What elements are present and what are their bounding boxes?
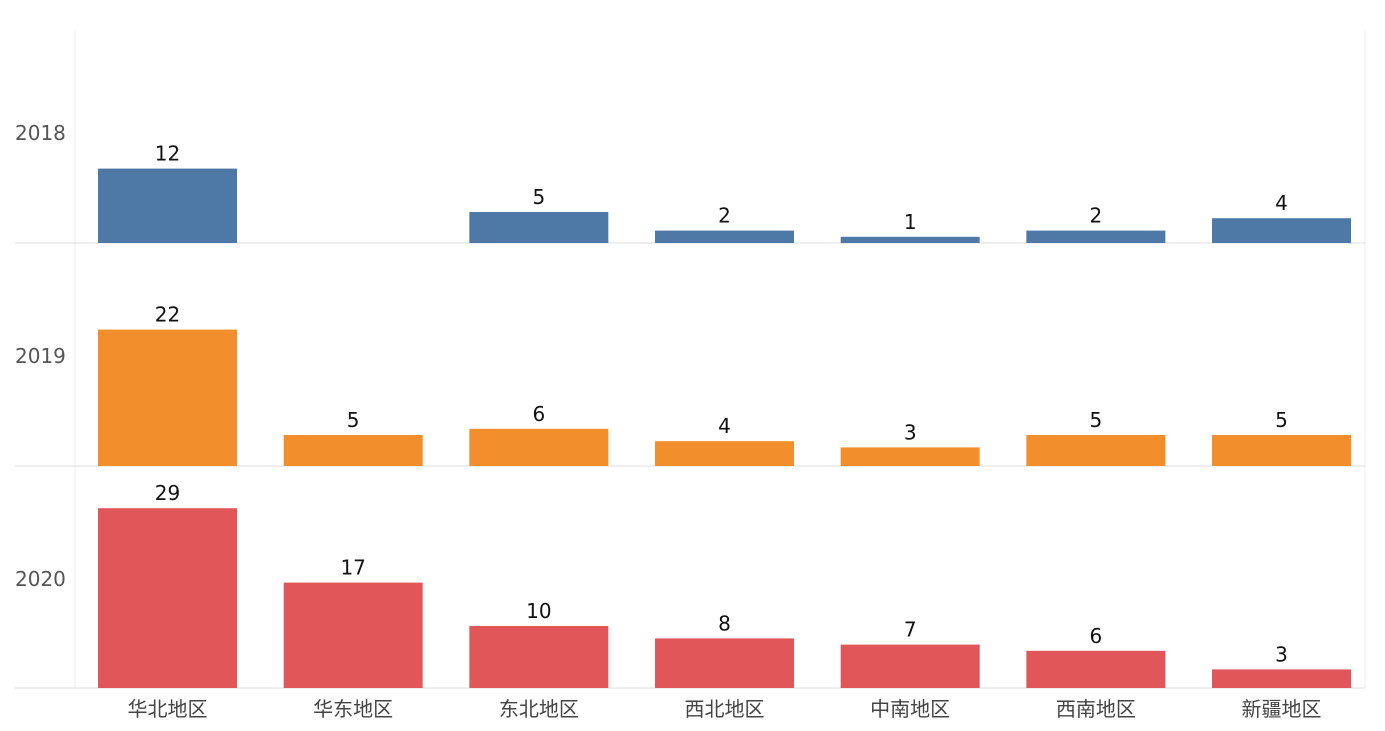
bar-2018-1 <box>98 168 237 243</box>
value-label-2020-4: 8 <box>718 611 731 635</box>
value-label-2020-6: 6 <box>1089 624 1102 648</box>
bar-2020-7 <box>1212 669 1352 688</box>
value-label-2020-1: 29 <box>155 481 180 505</box>
value-label-2018-1: 12 <box>155 142 180 166</box>
value-label-2020-5: 7 <box>904 618 917 642</box>
year-label-2019: 2019 <box>15 344 66 368</box>
value-label-2020-2: 17 <box>340 556 365 580</box>
category-label-5: 中南地区 <box>870 697 950 721</box>
value-label-2019-2: 5 <box>347 408 360 432</box>
bar-2019-7 <box>1212 435 1352 466</box>
bar-2018-4 <box>655 230 795 243</box>
value-label-2018-4: 2 <box>718 204 731 228</box>
category-label-1: 华北地区 <box>128 697 208 721</box>
bar-2020-2 <box>283 582 423 688</box>
value-label-2018-3: 5 <box>532 185 545 209</box>
bar-2018-7 <box>1212 218 1352 243</box>
year-label-2018: 2018 <box>15 121 66 145</box>
category-label-7: 新疆地区 <box>1242 697 1322 721</box>
value-label-2018-7: 4 <box>1275 191 1288 215</box>
panel-2019: 2019 22 5 6 4 3 5 5 <box>15 303 1365 467</box>
value-label-2018-5: 1 <box>904 210 917 234</box>
bar-2018-5 <box>840 236 980 243</box>
bar-2019-6 <box>1026 435 1166 466</box>
value-label-2019-3: 6 <box>532 402 545 426</box>
category-label-4: 西北地区 <box>685 697 765 721</box>
value-label-2020-7: 3 <box>1275 642 1288 666</box>
bar-2019-3 <box>469 428 609 466</box>
bar-2020-5 <box>840 644 980 688</box>
bar-2018-6 <box>1026 230 1166 243</box>
year-label-2020: 2020 <box>15 567 66 591</box>
category-label-3: 东北地区 <box>499 697 579 721</box>
bar-2019-2 <box>283 435 423 466</box>
category-label-6: 西南地区 <box>1056 697 1136 721</box>
category-label-2: 华东地区 <box>313 697 393 721</box>
category-axis: 华北地区 华东地区 东北地区 西北地区 中南地区 西南地区 新疆地区 <box>128 697 1322 721</box>
value-label-2019-7: 5 <box>1275 408 1288 432</box>
value-label-2020-3: 10 <box>526 599 551 623</box>
bar-2020-6 <box>1026 650 1166 688</box>
value-label-2019-6: 5 <box>1089 408 1102 432</box>
value-label-2019-1: 22 <box>155 303 180 327</box>
bar-2019-5 <box>840 447 980 466</box>
bar-2020-3 <box>469 626 609 688</box>
value-label-2019-5: 3 <box>904 420 917 444</box>
value-label-2018-6: 2 <box>1089 204 1102 228</box>
bar-2019-4 <box>655 441 795 466</box>
panel-2020: 2020 29 17 10 8 7 6 3 <box>15 481 1365 689</box>
value-label-2019-4: 4 <box>718 414 731 438</box>
bar-2020-1 <box>98 508 237 688</box>
bar-2020-4 <box>655 638 795 688</box>
bar-2018-3 <box>469 212 609 243</box>
bar-2019-1 <box>98 329 237 466</box>
